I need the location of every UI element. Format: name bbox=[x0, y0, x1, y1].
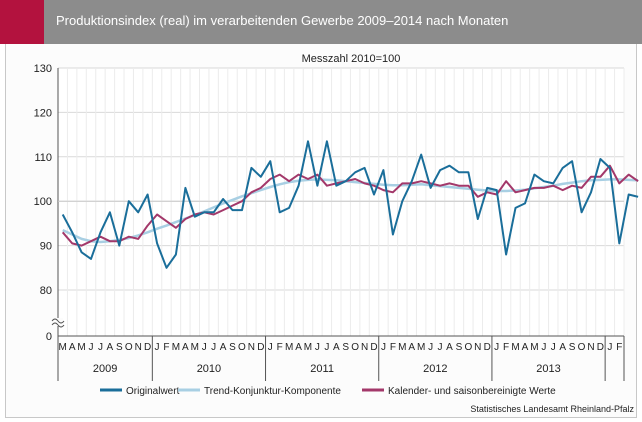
year-label: 2011 bbox=[310, 363, 334, 375]
x-tick-label: J bbox=[381, 342, 386, 353]
series-line-bereinigt bbox=[61, 164, 639, 247]
legend-label: Kalender- und saisonbereinigte Werte bbox=[388, 386, 556, 397]
year-label: 2013 bbox=[536, 363, 560, 375]
x-tick-label: D bbox=[484, 342, 491, 353]
x-tick-label: F bbox=[277, 342, 283, 353]
x-tick-label: M bbox=[511, 342, 519, 353]
x-tick-label: J bbox=[607, 342, 612, 353]
x-tick-label: A bbox=[107, 342, 114, 353]
x-tick-label: F bbox=[616, 342, 622, 353]
x-tick-label: J bbox=[98, 342, 103, 353]
x-tick-label: F bbox=[163, 342, 169, 353]
x-tick-label: S bbox=[456, 342, 463, 353]
x-tick-label: M bbox=[285, 342, 293, 353]
x-tick-label: M bbox=[417, 342, 425, 353]
year-label: 2009 bbox=[93, 363, 117, 375]
x-tick-label: M bbox=[530, 342, 538, 353]
x-tick-label: D bbox=[370, 342, 377, 353]
x-tick-label: J bbox=[324, 342, 329, 353]
x-tick-label: A bbox=[182, 342, 189, 353]
x-tick-label: S bbox=[229, 342, 236, 353]
y-tick-label: 130 bbox=[34, 63, 52, 75]
x-tick-label: S bbox=[342, 342, 349, 353]
legend-label: Originalwert bbox=[126, 386, 180, 397]
x-tick-label: J bbox=[155, 342, 160, 353]
x-tick-label: D bbox=[257, 342, 264, 353]
x-tick-label: J bbox=[551, 342, 556, 353]
x-tick-label: F bbox=[390, 342, 396, 353]
x-tick-label: A bbox=[220, 342, 227, 353]
y-tick-label: 90 bbox=[40, 241, 52, 253]
y-tick-label: 0 bbox=[46, 331, 52, 343]
x-tick-label: M bbox=[398, 342, 406, 353]
axis-break-mark bbox=[51, 318, 65, 324]
source-note: Statistisches Landesamt Rheinland-Pfalz bbox=[470, 404, 634, 414]
x-tick-label: J bbox=[438, 342, 443, 353]
x-tick-label: M bbox=[304, 342, 312, 353]
x-tick-label: D bbox=[144, 342, 151, 353]
x-tick-label: N bbox=[474, 342, 481, 353]
year-label: 2012 bbox=[423, 363, 447, 375]
accent-block bbox=[0, 0, 44, 44]
x-tick-label: A bbox=[559, 342, 566, 353]
year-label: 2010 bbox=[197, 363, 221, 375]
x-tick-label: O bbox=[238, 342, 246, 353]
x-tick-label: A bbox=[408, 342, 415, 353]
x-tick-label: J bbox=[315, 342, 320, 353]
x-tick-label: O bbox=[578, 342, 586, 353]
x-tick-label: M bbox=[59, 342, 67, 353]
x-tick-label: F bbox=[503, 342, 509, 353]
axis-break-gap bbox=[53, 318, 63, 326]
y-tick-label: 80 bbox=[40, 285, 52, 297]
x-tick-label: J bbox=[211, 342, 216, 353]
x-tick-label: N bbox=[248, 342, 255, 353]
x-tick-label: M bbox=[172, 342, 180, 353]
page-title: Produktionsindex (real) im verarbeitende… bbox=[56, 13, 509, 28]
x-tick-label: S bbox=[569, 342, 576, 353]
x-tick-label: M bbox=[191, 342, 199, 353]
x-tick-label: N bbox=[361, 342, 368, 353]
x-tick-label: A bbox=[522, 342, 529, 353]
x-tick-label: N bbox=[135, 342, 142, 353]
x-tick-label: O bbox=[464, 342, 472, 353]
x-tick-label: J bbox=[541, 342, 546, 353]
x-tick-label: A bbox=[333, 342, 340, 353]
x-tick-label: J bbox=[89, 342, 94, 353]
x-tick-label: O bbox=[125, 342, 133, 353]
y-tick-label: 120 bbox=[34, 107, 52, 119]
x-tick-label: O bbox=[351, 342, 359, 353]
title-bar: Produktionsindex (real) im verarbeitende… bbox=[0, 0, 642, 44]
chart-title: Messzahl 2010=100 bbox=[302, 53, 401, 65]
x-tick-label: A bbox=[69, 342, 76, 353]
y-tick-label: 110 bbox=[34, 152, 52, 164]
x-tick-label: N bbox=[587, 342, 594, 353]
x-tick-label: J bbox=[428, 342, 433, 353]
series-line-originalwert bbox=[61, 140, 639, 269]
x-tick-label: A bbox=[295, 342, 302, 353]
x-tick-label: J bbox=[202, 342, 207, 353]
x-tick-label: S bbox=[116, 342, 123, 353]
y-tick-label: 100 bbox=[34, 196, 52, 208]
axis-break-mark bbox=[51, 322, 65, 328]
x-tick-label: A bbox=[446, 342, 453, 353]
x-tick-label: J bbox=[268, 342, 273, 353]
x-tick-label: J bbox=[494, 342, 499, 353]
x-tick-label: M bbox=[77, 342, 85, 353]
x-tick-label: D bbox=[597, 342, 604, 353]
legend-label: Trend-Konjunktur-Komponente bbox=[204, 386, 341, 397]
